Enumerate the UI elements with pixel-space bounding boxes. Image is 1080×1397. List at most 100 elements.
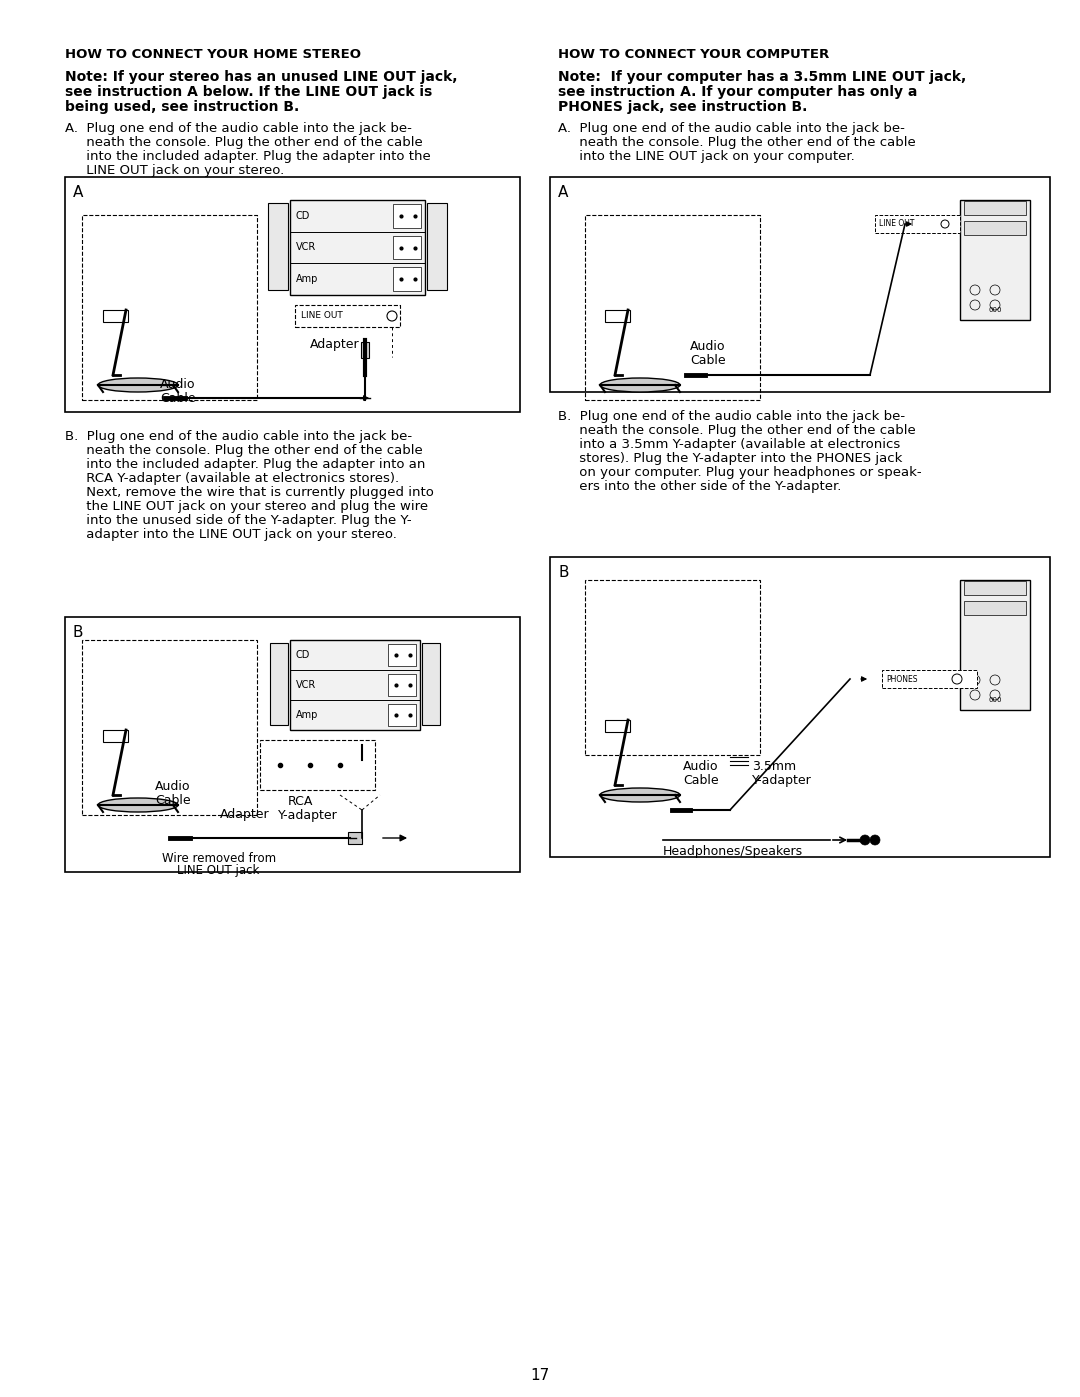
Ellipse shape	[98, 379, 178, 393]
Text: CD: CD	[296, 211, 310, 221]
Bar	[875, 215, 960, 233]
Text: RCA: RCA	[288, 795, 313, 807]
Bar	[393, 236, 421, 260]
Bar	[585, 580, 760, 754]
Text: Y-adapter: Y-adapter	[752, 774, 812, 787]
Text: 17: 17	[530, 1368, 550, 1383]
Bar	[960, 580, 1030, 710]
Text: see instruction A below. If the LINE OUT jack is: see instruction A below. If the LINE OUT…	[65, 85, 432, 99]
Text: into the unused side of the Y-adapter. Plug the Y-: into the unused side of the Y-adapter. P…	[65, 514, 411, 527]
Text: A: A	[73, 184, 83, 200]
Bar	[605, 310, 630, 321]
Bar	[388, 673, 416, 696]
Text: adapter into the LINE OUT jack on your stereo.: adapter into the LINE OUT jack on your s…	[65, 528, 396, 541]
Text: being used, see instruction B.: being used, see instruction B.	[65, 101, 299, 115]
Text: A.  Plug one end of the audio cable into the jack be-: A. Plug one end of the audio cable into …	[558, 122, 905, 136]
Bar	[65, 617, 519, 872]
Text: RCA Y-adapter (available at electronics stores).: RCA Y-adapter (available at electronics …	[65, 472, 400, 485]
Text: B: B	[73, 624, 83, 640]
Text: PHONES: PHONES	[886, 675, 918, 683]
Bar	[550, 177, 1050, 393]
Text: Amp: Amp	[296, 274, 319, 284]
Text: LINE OUT: LINE OUT	[301, 312, 342, 320]
Bar	[388, 644, 416, 666]
Text: Audio: Audio	[160, 379, 195, 391]
Text: into a 3.5mm Y-adapter (available at electronics: into a 3.5mm Y-adapter (available at ele…	[558, 439, 901, 451]
Bar	[964, 221, 1026, 235]
Text: 000: 000	[988, 307, 1002, 313]
Circle shape	[860, 835, 870, 845]
Text: CD: CD	[296, 650, 310, 659]
Text: Audio: Audio	[683, 760, 718, 773]
Bar	[260, 740, 375, 789]
Bar	[103, 731, 129, 742]
Bar	[348, 833, 362, 844]
Text: ers into the other side of the Y-adapter.: ers into the other side of the Y-adapter…	[558, 481, 841, 493]
Bar	[393, 267, 421, 291]
Text: stores). Plug the Y-adapter into the PHONES jack: stores). Plug the Y-adapter into the PHO…	[558, 453, 903, 465]
Text: Cable: Cable	[156, 793, 191, 807]
Text: Amp: Amp	[296, 710, 319, 719]
Text: B.  Plug one end of the audio cable into the jack be-: B. Plug one end of the audio cable into …	[65, 430, 413, 443]
Text: Y-adapter: Y-adapter	[278, 809, 338, 821]
Ellipse shape	[98, 798, 178, 812]
Text: VCR: VCR	[296, 243, 316, 253]
Text: VCR: VCR	[296, 680, 316, 690]
Text: neath the console. Plug the other end of the cable: neath the console. Plug the other end of…	[558, 136, 916, 149]
Text: A.  Plug one end of the audio cable into the jack be-: A. Plug one end of the audio cable into …	[65, 122, 411, 136]
Bar	[964, 201, 1026, 215]
Text: B.  Plug one end of the audio cable into the jack be-: B. Plug one end of the audio cable into …	[558, 409, 905, 423]
Bar	[960, 200, 1030, 320]
Text: into the included adapter. Plug the adapter into an: into the included adapter. Plug the adap…	[65, 458, 426, 471]
Text: HOW TO CONNECT YOUR COMPUTER: HOW TO CONNECT YOUR COMPUTER	[558, 47, 829, 61]
Bar	[882, 671, 977, 687]
Text: 3.5mm: 3.5mm	[752, 760, 796, 773]
Bar	[291, 640, 420, 731]
Text: LINE OUT jack on your stereo.: LINE OUT jack on your stereo.	[65, 163, 284, 177]
Bar	[605, 719, 630, 732]
Text: Cable: Cable	[683, 774, 718, 787]
Bar	[393, 204, 421, 228]
Bar	[427, 203, 447, 291]
Text: on your computer. Plug your headphones or speak-: on your computer. Plug your headphones o…	[558, 467, 921, 479]
Text: HOW TO CONNECT YOUR HOME STEREO: HOW TO CONNECT YOUR HOME STEREO	[65, 47, 361, 61]
Text: Cable: Cable	[160, 393, 195, 405]
Text: Note:  If your computer has a 3.5mm LINE OUT jack,: Note: If your computer has a 3.5mm LINE …	[558, 70, 967, 84]
Text: LINE OUT: LINE OUT	[879, 219, 915, 229]
Bar	[550, 557, 1050, 856]
Bar	[103, 310, 129, 321]
Text: LINE OUT jack: LINE OUT jack	[177, 863, 259, 877]
Bar	[295, 305, 400, 327]
Bar	[585, 215, 760, 400]
Text: into the included adapter. Plug the adapter into the: into the included adapter. Plug the adap…	[65, 149, 431, 163]
Bar	[82, 640, 257, 814]
Bar	[82, 215, 257, 400]
Text: neath the console. Plug the other end of the cable: neath the console. Plug the other end of…	[558, 425, 916, 437]
Text: Next, remove the wire that is currently plugged into: Next, remove the wire that is currently …	[65, 486, 434, 499]
Text: Audio: Audio	[156, 780, 190, 793]
Bar	[388, 704, 416, 726]
Text: 000: 000	[988, 697, 1002, 703]
Ellipse shape	[600, 379, 680, 393]
Text: Note: If your stereo has an unused LINE OUT jack,: Note: If your stereo has an unused LINE …	[65, 70, 458, 84]
Text: Wire removed from: Wire removed from	[162, 852, 276, 865]
Bar	[361, 342, 369, 358]
Text: PHONES jack, see instruction B.: PHONES jack, see instruction B.	[558, 101, 808, 115]
Text: see instruction A. If your computer has only a: see instruction A. If your computer has …	[558, 85, 917, 99]
Text: A: A	[558, 184, 568, 200]
Text: the LINE OUT jack on your stereo and plug the wire: the LINE OUT jack on your stereo and plu…	[65, 500, 428, 513]
Bar	[268, 203, 288, 291]
Text: neath the console. Plug the other end of the cable: neath the console. Plug the other end of…	[65, 444, 422, 457]
Text: into the LINE OUT jack on your computer.: into the LINE OUT jack on your computer.	[558, 149, 854, 163]
Bar	[65, 177, 519, 412]
Text: B: B	[558, 564, 568, 580]
Bar	[270, 643, 288, 725]
Text: Audio: Audio	[690, 339, 726, 353]
Bar	[422, 643, 440, 725]
Text: Headphones/Speakers: Headphones/Speakers	[663, 845, 804, 858]
Bar	[964, 581, 1026, 595]
Bar	[964, 601, 1026, 615]
Text: Adapter: Adapter	[310, 338, 360, 351]
Bar	[291, 200, 426, 295]
Circle shape	[870, 835, 880, 845]
